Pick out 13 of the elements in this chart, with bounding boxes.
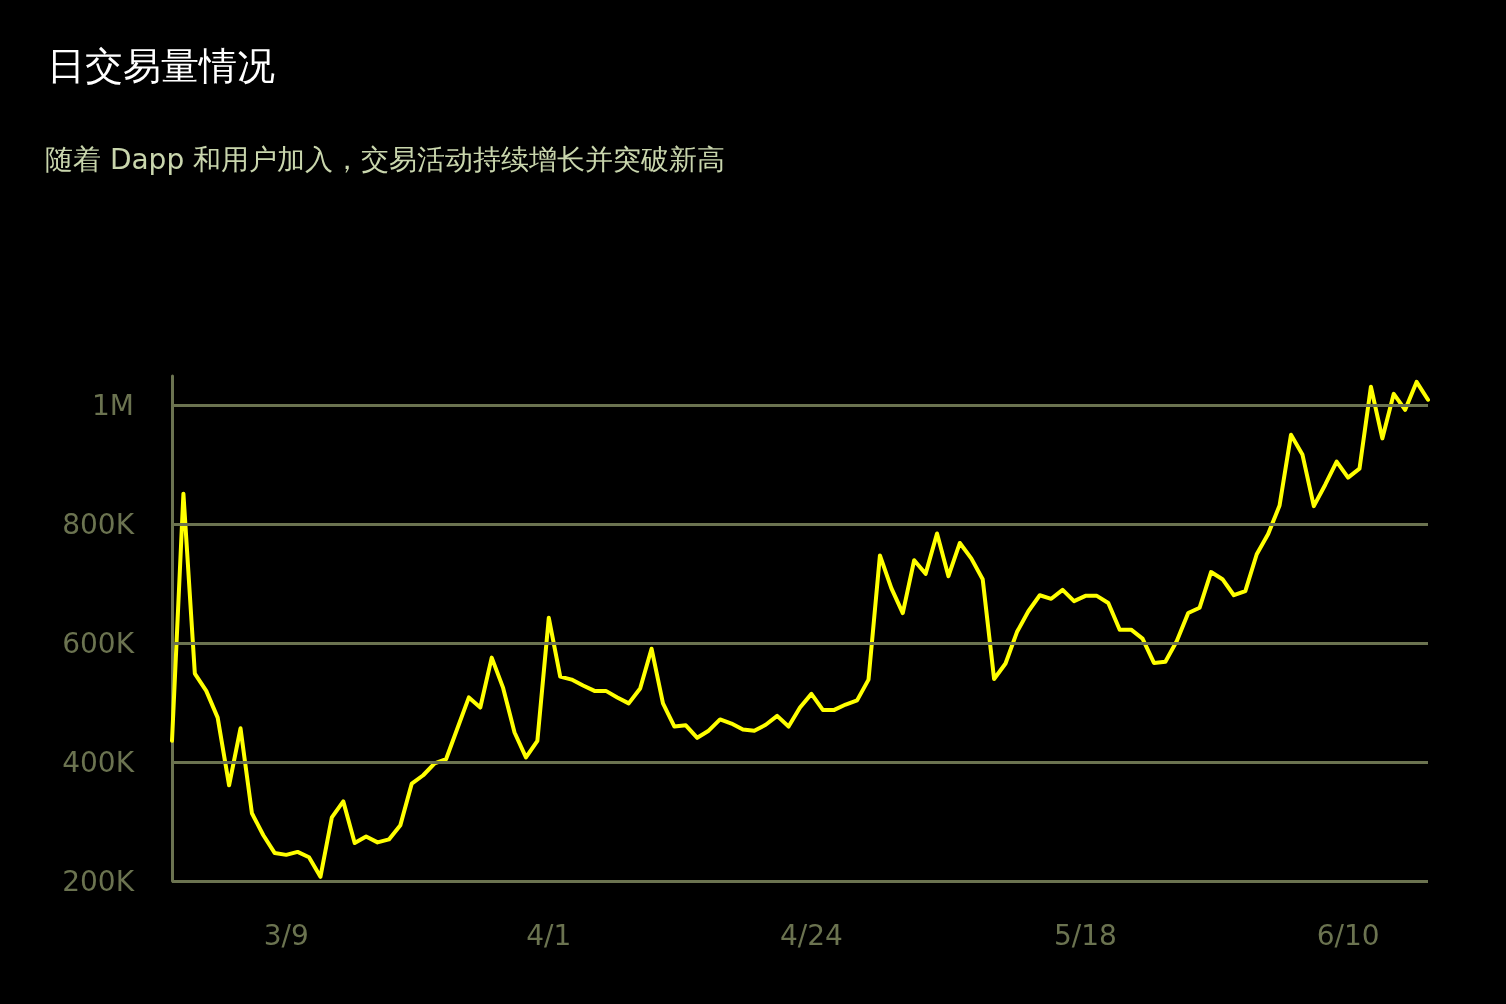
y-tick-label: 400K bbox=[62, 745, 135, 779]
chart-title: 日交易量情况 bbox=[47, 44, 275, 88]
x-tick-label: 6/10 bbox=[1316, 918, 1380, 952]
x-tick-label: 4/24 bbox=[779, 918, 843, 952]
y-tick-label: 600K bbox=[62, 626, 135, 660]
x-tick-label: 5/18 bbox=[1054, 918, 1117, 952]
y-tick-label: 200K bbox=[62, 864, 135, 898]
y-tick-label: 1M bbox=[92, 389, 134, 423]
y-tick-label: 800K bbox=[62, 508, 135, 542]
chart-subtitle: 随着 Dapp 和用户加入，交易活动持续增长并突破新高 bbox=[45, 142, 726, 176]
x-tick-label: 4/1 bbox=[526, 918, 572, 952]
line-series bbox=[170, 379, 1430, 879]
x-tick-label: 3/9 bbox=[263, 918, 309, 952]
